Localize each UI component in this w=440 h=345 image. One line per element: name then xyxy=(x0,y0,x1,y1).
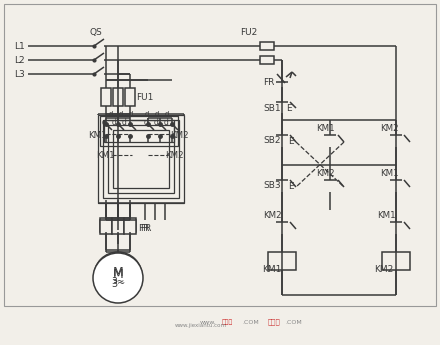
Text: KM2: KM2 xyxy=(170,130,189,139)
Text: 3~: 3~ xyxy=(111,277,125,286)
Bar xyxy=(112,220,124,234)
Text: 接线图: 接线图 xyxy=(222,319,233,325)
Text: d: d xyxy=(119,111,123,117)
Text: L1: L1 xyxy=(14,41,25,50)
Bar xyxy=(4,4,436,306)
Text: KM2: KM2 xyxy=(380,124,399,132)
Text: L2: L2 xyxy=(14,56,25,65)
Text: 接线图: 接线图 xyxy=(268,319,281,325)
Text: FR: FR xyxy=(263,78,275,87)
Text: SB3: SB3 xyxy=(263,180,281,189)
Bar xyxy=(104,120,174,142)
Circle shape xyxy=(93,253,143,303)
Text: KM1: KM1 xyxy=(380,168,399,177)
Bar xyxy=(124,218,136,232)
Bar xyxy=(260,42,274,50)
Text: QS: QS xyxy=(90,28,103,37)
Bar xyxy=(382,252,410,270)
Text: M: M xyxy=(113,267,123,280)
Text: SB2: SB2 xyxy=(263,136,281,145)
Text: .COM: .COM xyxy=(285,319,302,325)
Text: d: d xyxy=(165,111,169,117)
Text: d: d xyxy=(121,118,126,127)
Bar xyxy=(268,252,296,270)
Text: d: d xyxy=(129,111,133,117)
Bar xyxy=(260,56,274,64)
Text: d: d xyxy=(112,118,117,127)
Text: d: d xyxy=(155,111,159,117)
Text: KM1: KM1 xyxy=(88,130,106,139)
Text: d: d xyxy=(109,111,114,117)
Bar xyxy=(124,220,136,234)
Text: www.jiexiantu.com: www.jiexiantu.com xyxy=(175,324,227,328)
Bar xyxy=(125,88,135,106)
Bar xyxy=(100,220,112,234)
Text: E: E xyxy=(288,137,293,146)
Text: .COM: .COM xyxy=(242,319,259,325)
Bar xyxy=(103,120,179,198)
Text: KM2: KM2 xyxy=(263,210,282,219)
Text: KM2: KM2 xyxy=(165,150,183,159)
Bar xyxy=(100,116,178,146)
Text: d: d xyxy=(143,118,148,127)
Text: FU1: FU1 xyxy=(136,92,154,101)
Bar xyxy=(98,115,184,203)
Bar xyxy=(108,125,174,193)
Text: E: E xyxy=(286,104,292,112)
Text: M: M xyxy=(113,266,123,278)
Text: FR: FR xyxy=(138,224,149,233)
Text: 3~: 3~ xyxy=(111,279,125,289)
Bar xyxy=(101,88,111,106)
Text: KM1: KM1 xyxy=(316,124,335,132)
Text: KM2: KM2 xyxy=(316,168,335,177)
Text: SB1: SB1 xyxy=(263,104,281,112)
Text: FR: FR xyxy=(140,224,151,233)
Text: KM1: KM1 xyxy=(96,150,115,159)
Text: d: d xyxy=(102,118,106,127)
Bar xyxy=(112,218,124,232)
Text: d: d xyxy=(154,118,158,127)
Bar xyxy=(113,130,169,188)
Bar xyxy=(113,88,123,106)
Text: www.: www. xyxy=(200,319,217,325)
Text: E: E xyxy=(288,181,293,190)
Text: KM1: KM1 xyxy=(377,210,396,219)
Text: KM2: KM2 xyxy=(374,265,394,274)
Bar xyxy=(100,218,112,232)
Text: FU2: FU2 xyxy=(240,28,257,37)
Text: KM1: KM1 xyxy=(262,265,282,274)
Text: L3: L3 xyxy=(14,69,25,79)
Text: d: d xyxy=(145,111,149,117)
Circle shape xyxy=(94,252,142,300)
Text: d: d xyxy=(164,118,169,127)
